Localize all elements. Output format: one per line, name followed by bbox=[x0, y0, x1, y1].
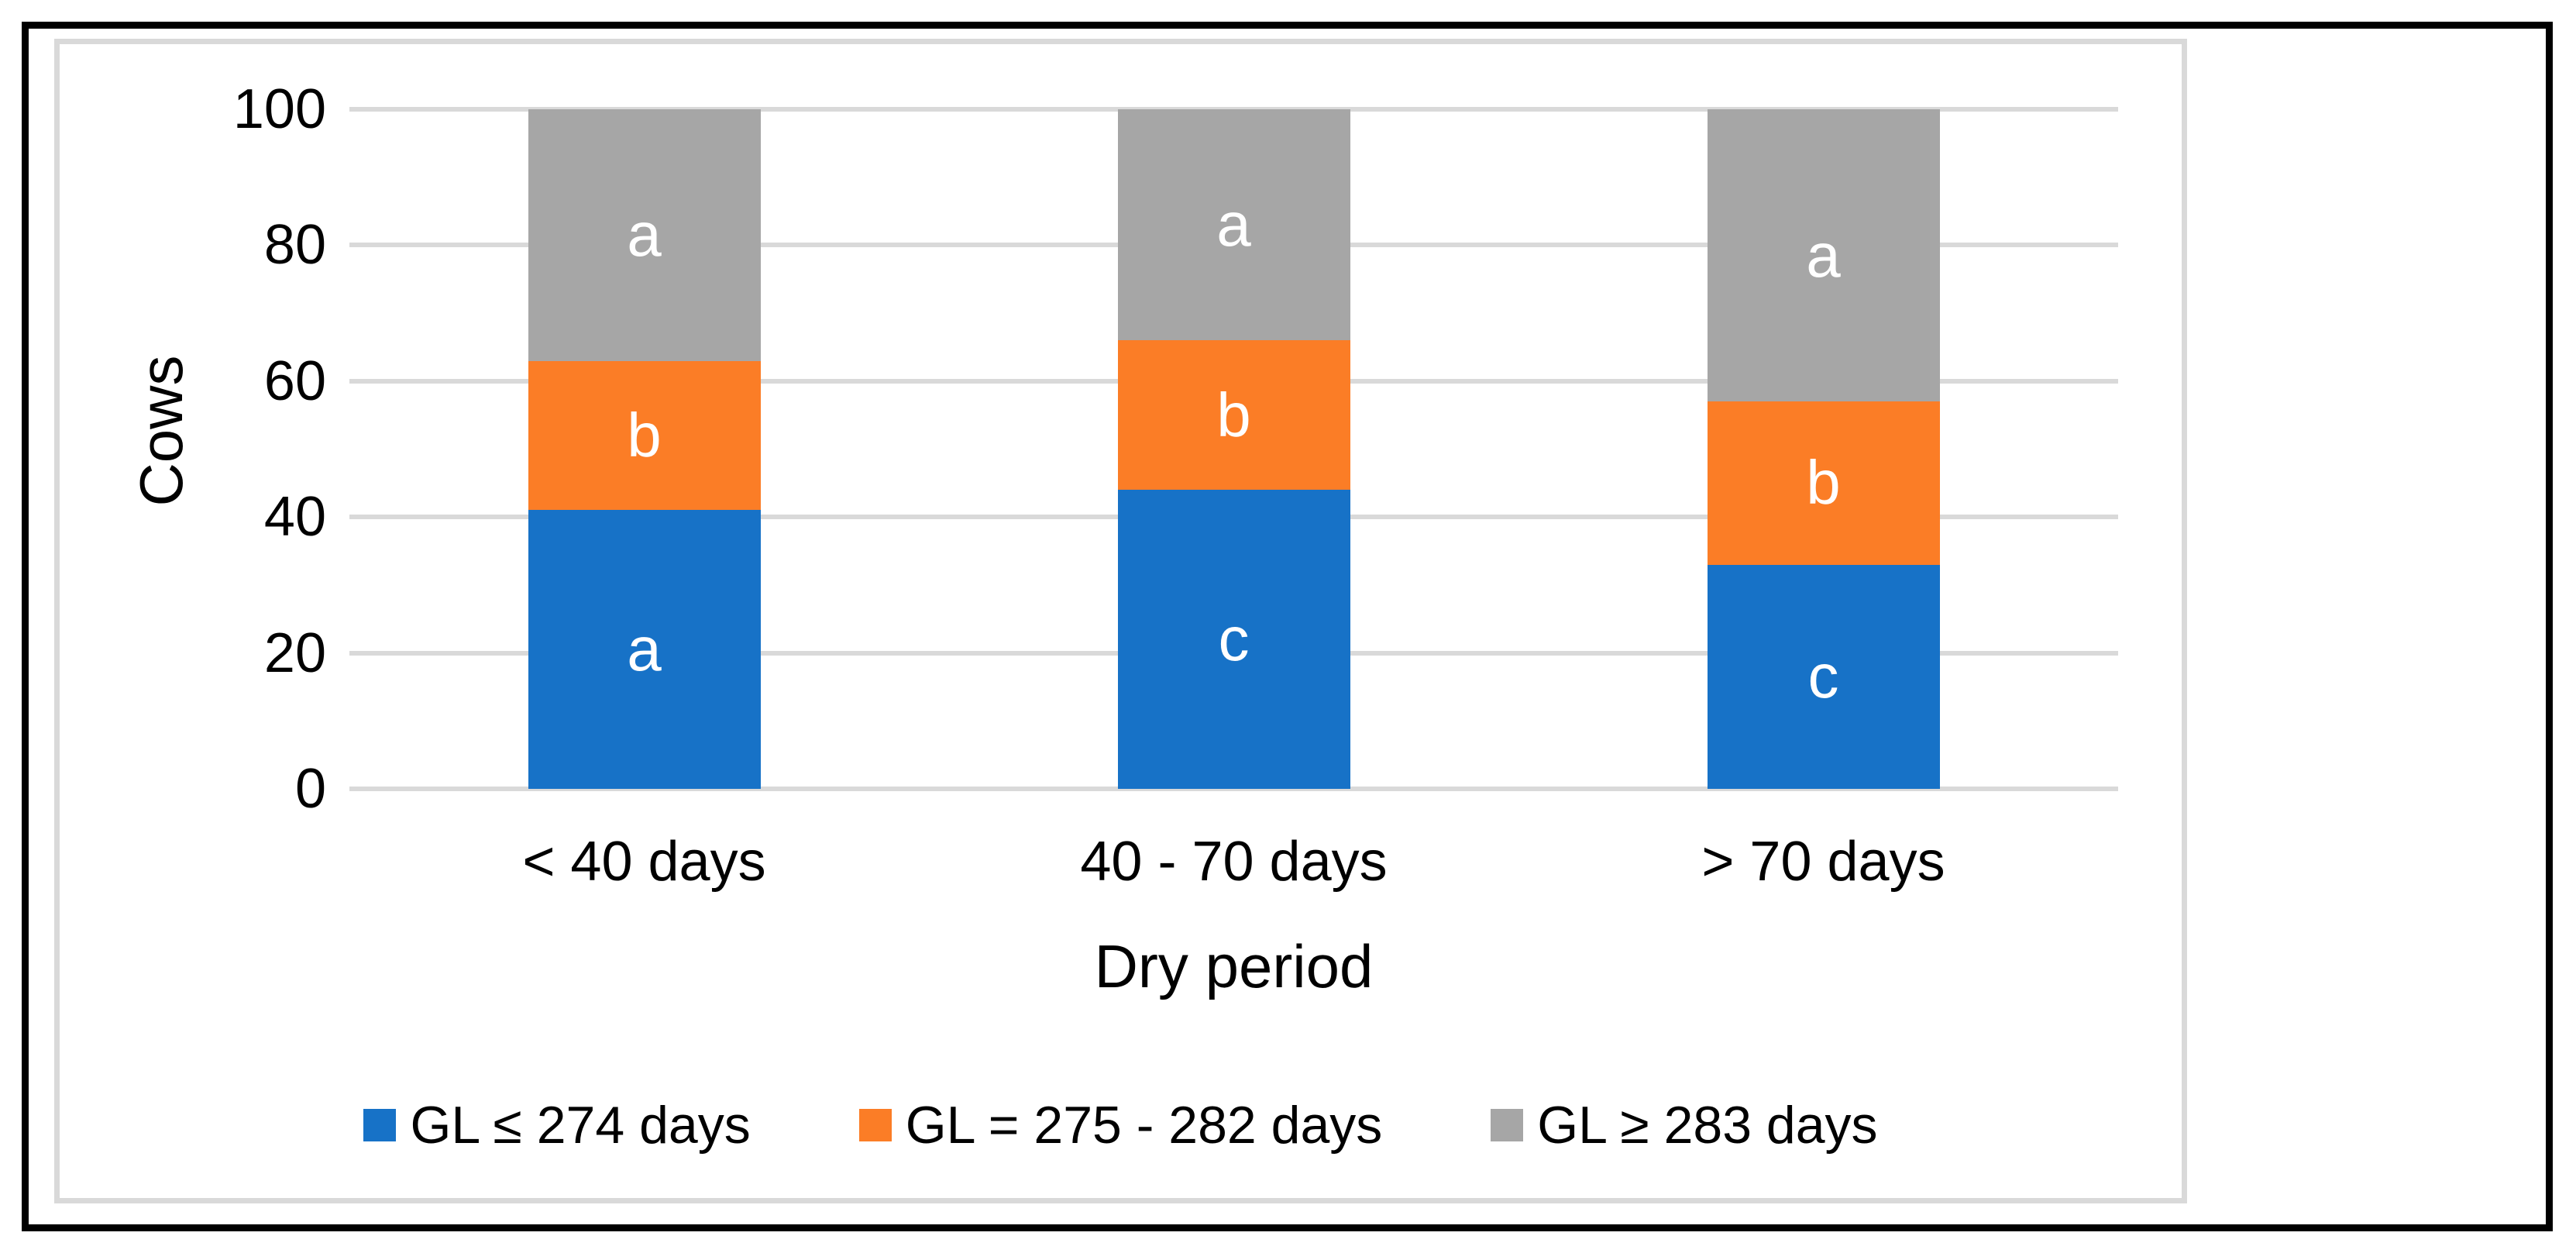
legend-label: GL ≥ 283 days bbox=[1537, 1096, 1878, 1155]
x-category-label: > 70 days bbox=[1701, 831, 1945, 893]
bar-segment-label: a bbox=[1216, 190, 1251, 260]
legend-label: GL ≤ 274 days bbox=[410, 1096, 751, 1155]
stacked-bar: a b a bbox=[528, 109, 761, 789]
legend-swatch bbox=[1491, 1109, 1524, 1141]
legend-label: GL = 275 - 282 days bbox=[905, 1096, 1383, 1155]
x-axis-categories: < 40 days 40 - 70 days > 70 days bbox=[349, 827, 2118, 897]
bars-row: a b a a b c a b c bbox=[349, 109, 2118, 789]
bar-segment: a bbox=[528, 510, 761, 789]
bar-segment: c bbox=[1707, 564, 1940, 789]
bar-slot: a b c bbox=[1529, 109, 2118, 789]
bar-segment-label: c bbox=[1218, 604, 1250, 674]
bar-segment: a bbox=[528, 109, 761, 361]
legend: GL ≤ 274 days GL = 275 - 282 days GL ≥ 283… bbox=[60, 1094, 2182, 1156]
y-tick-label: 20 bbox=[263, 621, 326, 684]
gridline bbox=[349, 107, 2118, 112]
bar-segment-label: c bbox=[1807, 642, 1839, 711]
legend-swatch bbox=[363, 1109, 397, 1141]
bar-segment-label: a bbox=[627, 200, 662, 270]
bar-segment: c bbox=[1117, 490, 1350, 789]
bar-segment-label: b bbox=[1806, 448, 1841, 518]
bar-segment: b bbox=[528, 360, 761, 511]
x-category-label: < 40 days bbox=[522, 831, 766, 893]
bar-segment-label: a bbox=[1806, 220, 1841, 290]
x-axis-title: Dry period bbox=[1094, 932, 1374, 1000]
bar-segment-label: a bbox=[627, 615, 662, 684]
legend-swatch bbox=[858, 1109, 892, 1141]
bar-segment: a bbox=[1117, 109, 1350, 341]
y-tick-label: 60 bbox=[263, 349, 326, 412]
bar-segment-label: b bbox=[627, 400, 662, 470]
x-category-label: 40 - 70 days bbox=[1080, 831, 1388, 893]
stacked-bar: a b c bbox=[1117, 109, 1350, 789]
y-tick-label: 80 bbox=[263, 214, 326, 277]
legend-item: GL = 275 - 282 days bbox=[858, 1094, 1383, 1156]
stacked-bar: a b c bbox=[1707, 109, 1940, 789]
y-tick-label: 100 bbox=[232, 78, 326, 140]
bar-segment: b bbox=[1707, 401, 1940, 565]
bar-slot: a b c bbox=[939, 109, 1529, 789]
gridline bbox=[349, 787, 2118, 791]
bar-segment: a bbox=[1707, 109, 1940, 402]
plot-area: a b a a b c a b c bbox=[349, 107, 2118, 791]
bar-segment: b bbox=[1117, 340, 1350, 491]
legend-item: GL ≥ 283 days bbox=[1491, 1094, 1878, 1156]
bar-segment-label: b bbox=[1216, 380, 1251, 449]
y-tick-label: 40 bbox=[263, 486, 326, 549]
legend-item: GL ≤ 274 days bbox=[363, 1094, 751, 1156]
bar-slot: a b a bbox=[349, 109, 939, 789]
y-tick-label: 0 bbox=[294, 758, 326, 820]
